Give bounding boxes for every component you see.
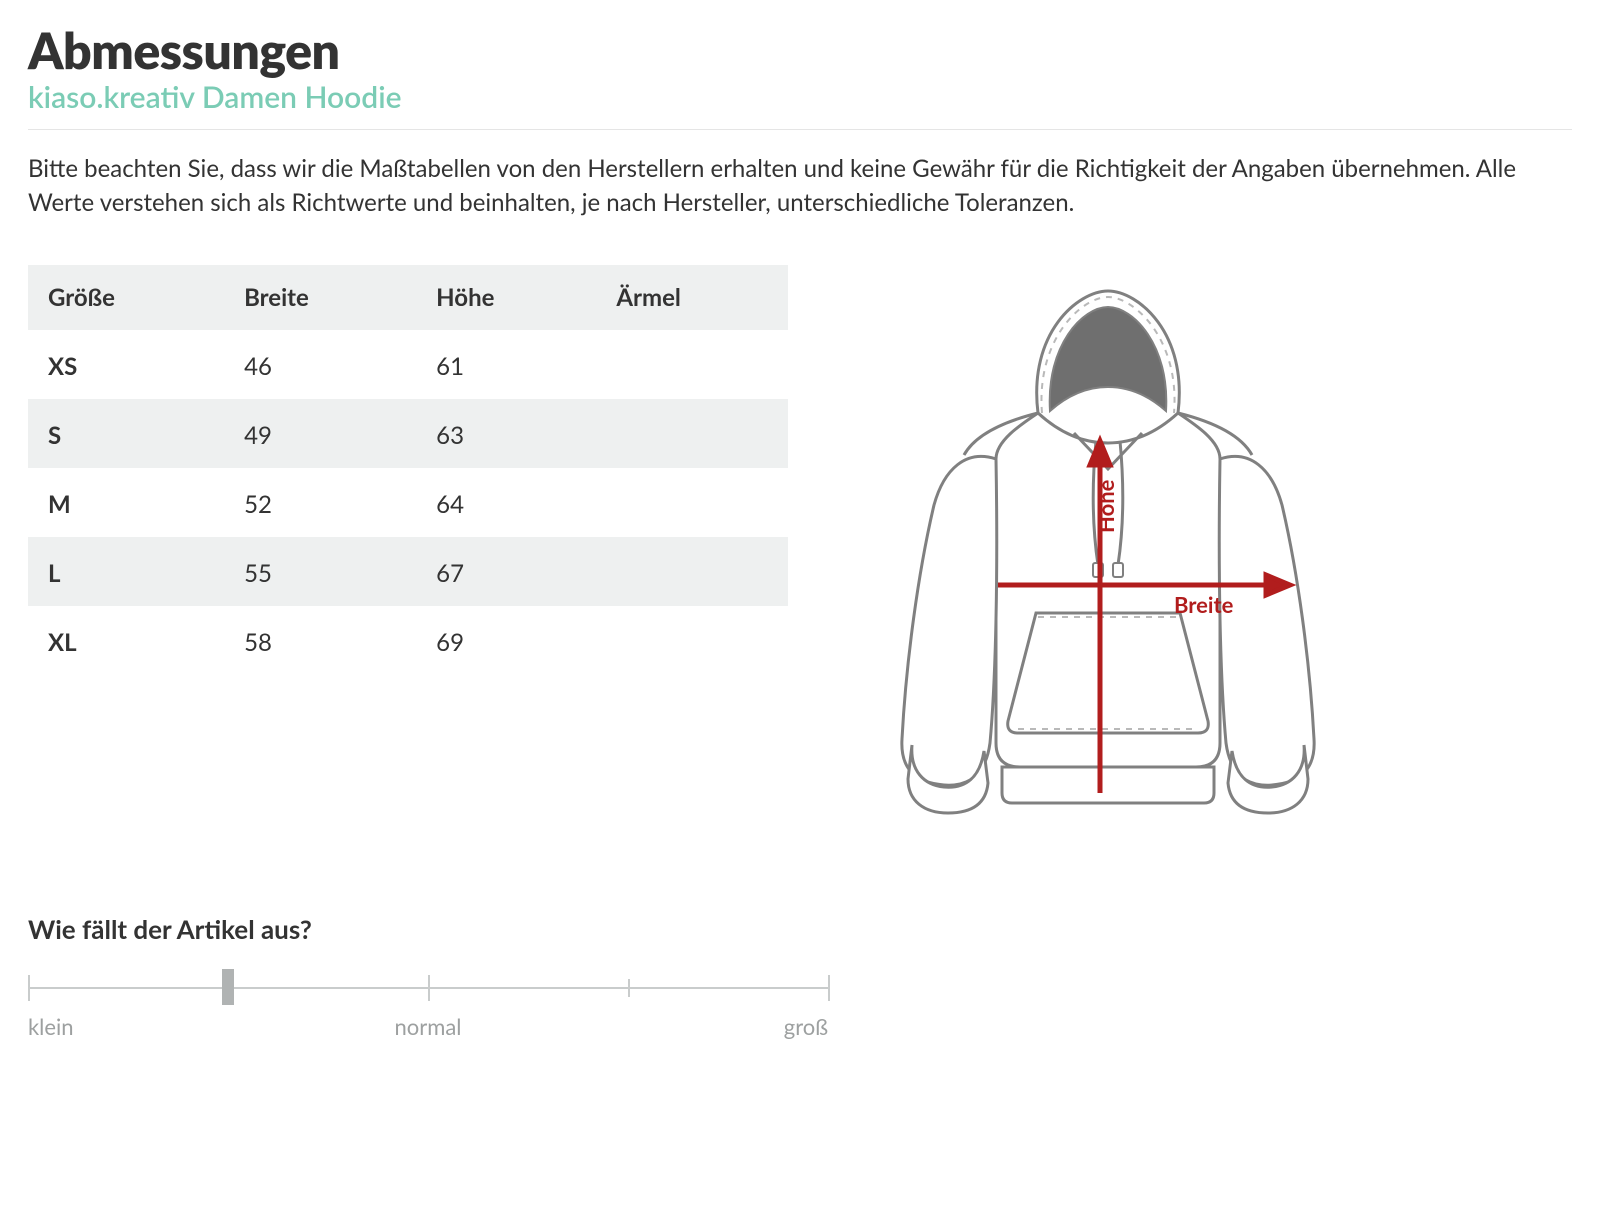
slider-track bbox=[28, 973, 828, 1003]
cell-value: 49 bbox=[224, 399, 416, 468]
cell-value: 58 bbox=[224, 606, 416, 675]
cell-value bbox=[596, 468, 788, 537]
page-subtitle: kiaso.kreativ Damen Hoodie bbox=[28, 79, 1572, 115]
size-table: Größe Breite Höhe Ärmel XS4661S4963M5264… bbox=[28, 265, 788, 675]
col-size: Größe bbox=[28, 265, 224, 330]
table-row: S4963 bbox=[28, 399, 788, 468]
table-row: XS4661 bbox=[28, 330, 788, 399]
label-width: Breite bbox=[1174, 591, 1234, 618]
cell-value bbox=[596, 537, 788, 606]
fit-title: Wie fällt der Artikel aus? bbox=[28, 913, 1572, 945]
disclaimer-text: Bitte beachten Sie, dass wir die Maßtabe… bbox=[28, 152, 1568, 222]
slider-label-min: klein bbox=[28, 1013, 74, 1040]
slider-thumb[interactable] bbox=[222, 969, 234, 1005]
slider-label-mid: normal bbox=[395, 1013, 462, 1040]
content-row: Größe Breite Höhe Ärmel XS4661S4963M5264… bbox=[28, 265, 1572, 833]
hoodie-svg: Höhe Breite bbox=[878, 273, 1338, 833]
cell-value: 69 bbox=[416, 606, 596, 675]
table-row: M5264 bbox=[28, 468, 788, 537]
fit-slider[interactable]: klein normal groß bbox=[28, 973, 828, 1041]
cell-size: L bbox=[28, 537, 224, 606]
cell-size: XL bbox=[28, 606, 224, 675]
col-width: Breite bbox=[224, 265, 416, 330]
slider-label-max: groß bbox=[784, 1013, 828, 1040]
hoodie-illustration: Höhe Breite bbox=[848, 265, 1368, 833]
col-height: Höhe bbox=[416, 265, 596, 330]
size-table-wrap: Größe Breite Höhe Ärmel XS4661S4963M5264… bbox=[28, 265, 788, 675]
cell-size: S bbox=[28, 399, 224, 468]
cell-value bbox=[596, 330, 788, 399]
divider bbox=[28, 129, 1572, 130]
cell-value bbox=[596, 606, 788, 675]
cell-value bbox=[596, 399, 788, 468]
cell-value: 52 bbox=[224, 468, 416, 537]
col-sleeve: Ärmel bbox=[596, 265, 788, 330]
cell-value: 64 bbox=[416, 468, 596, 537]
table-header-row: Größe Breite Höhe Ärmel bbox=[28, 265, 788, 330]
slider-tick bbox=[828, 975, 830, 1001]
cell-value: 55 bbox=[224, 537, 416, 606]
cell-value: 46 bbox=[224, 330, 416, 399]
slider-labels: klein normal groß bbox=[28, 1013, 828, 1041]
cell-value: 61 bbox=[416, 330, 596, 399]
slider-tick bbox=[428, 975, 430, 1001]
page-title: Abmessungen bbox=[28, 24, 1572, 77]
cell-value: 63 bbox=[416, 399, 596, 468]
table-row: XL5869 bbox=[28, 606, 788, 675]
slider-tick bbox=[628, 979, 630, 997]
fit-section: Wie fällt der Artikel aus? klein normal … bbox=[28, 913, 1572, 1041]
cell-size: M bbox=[28, 468, 224, 537]
cell-size: XS bbox=[28, 330, 224, 399]
table-row: L5567 bbox=[28, 537, 788, 606]
cell-value: 67 bbox=[416, 537, 596, 606]
label-height: Höhe bbox=[1092, 479, 1119, 533]
slider-tick bbox=[28, 975, 30, 1001]
